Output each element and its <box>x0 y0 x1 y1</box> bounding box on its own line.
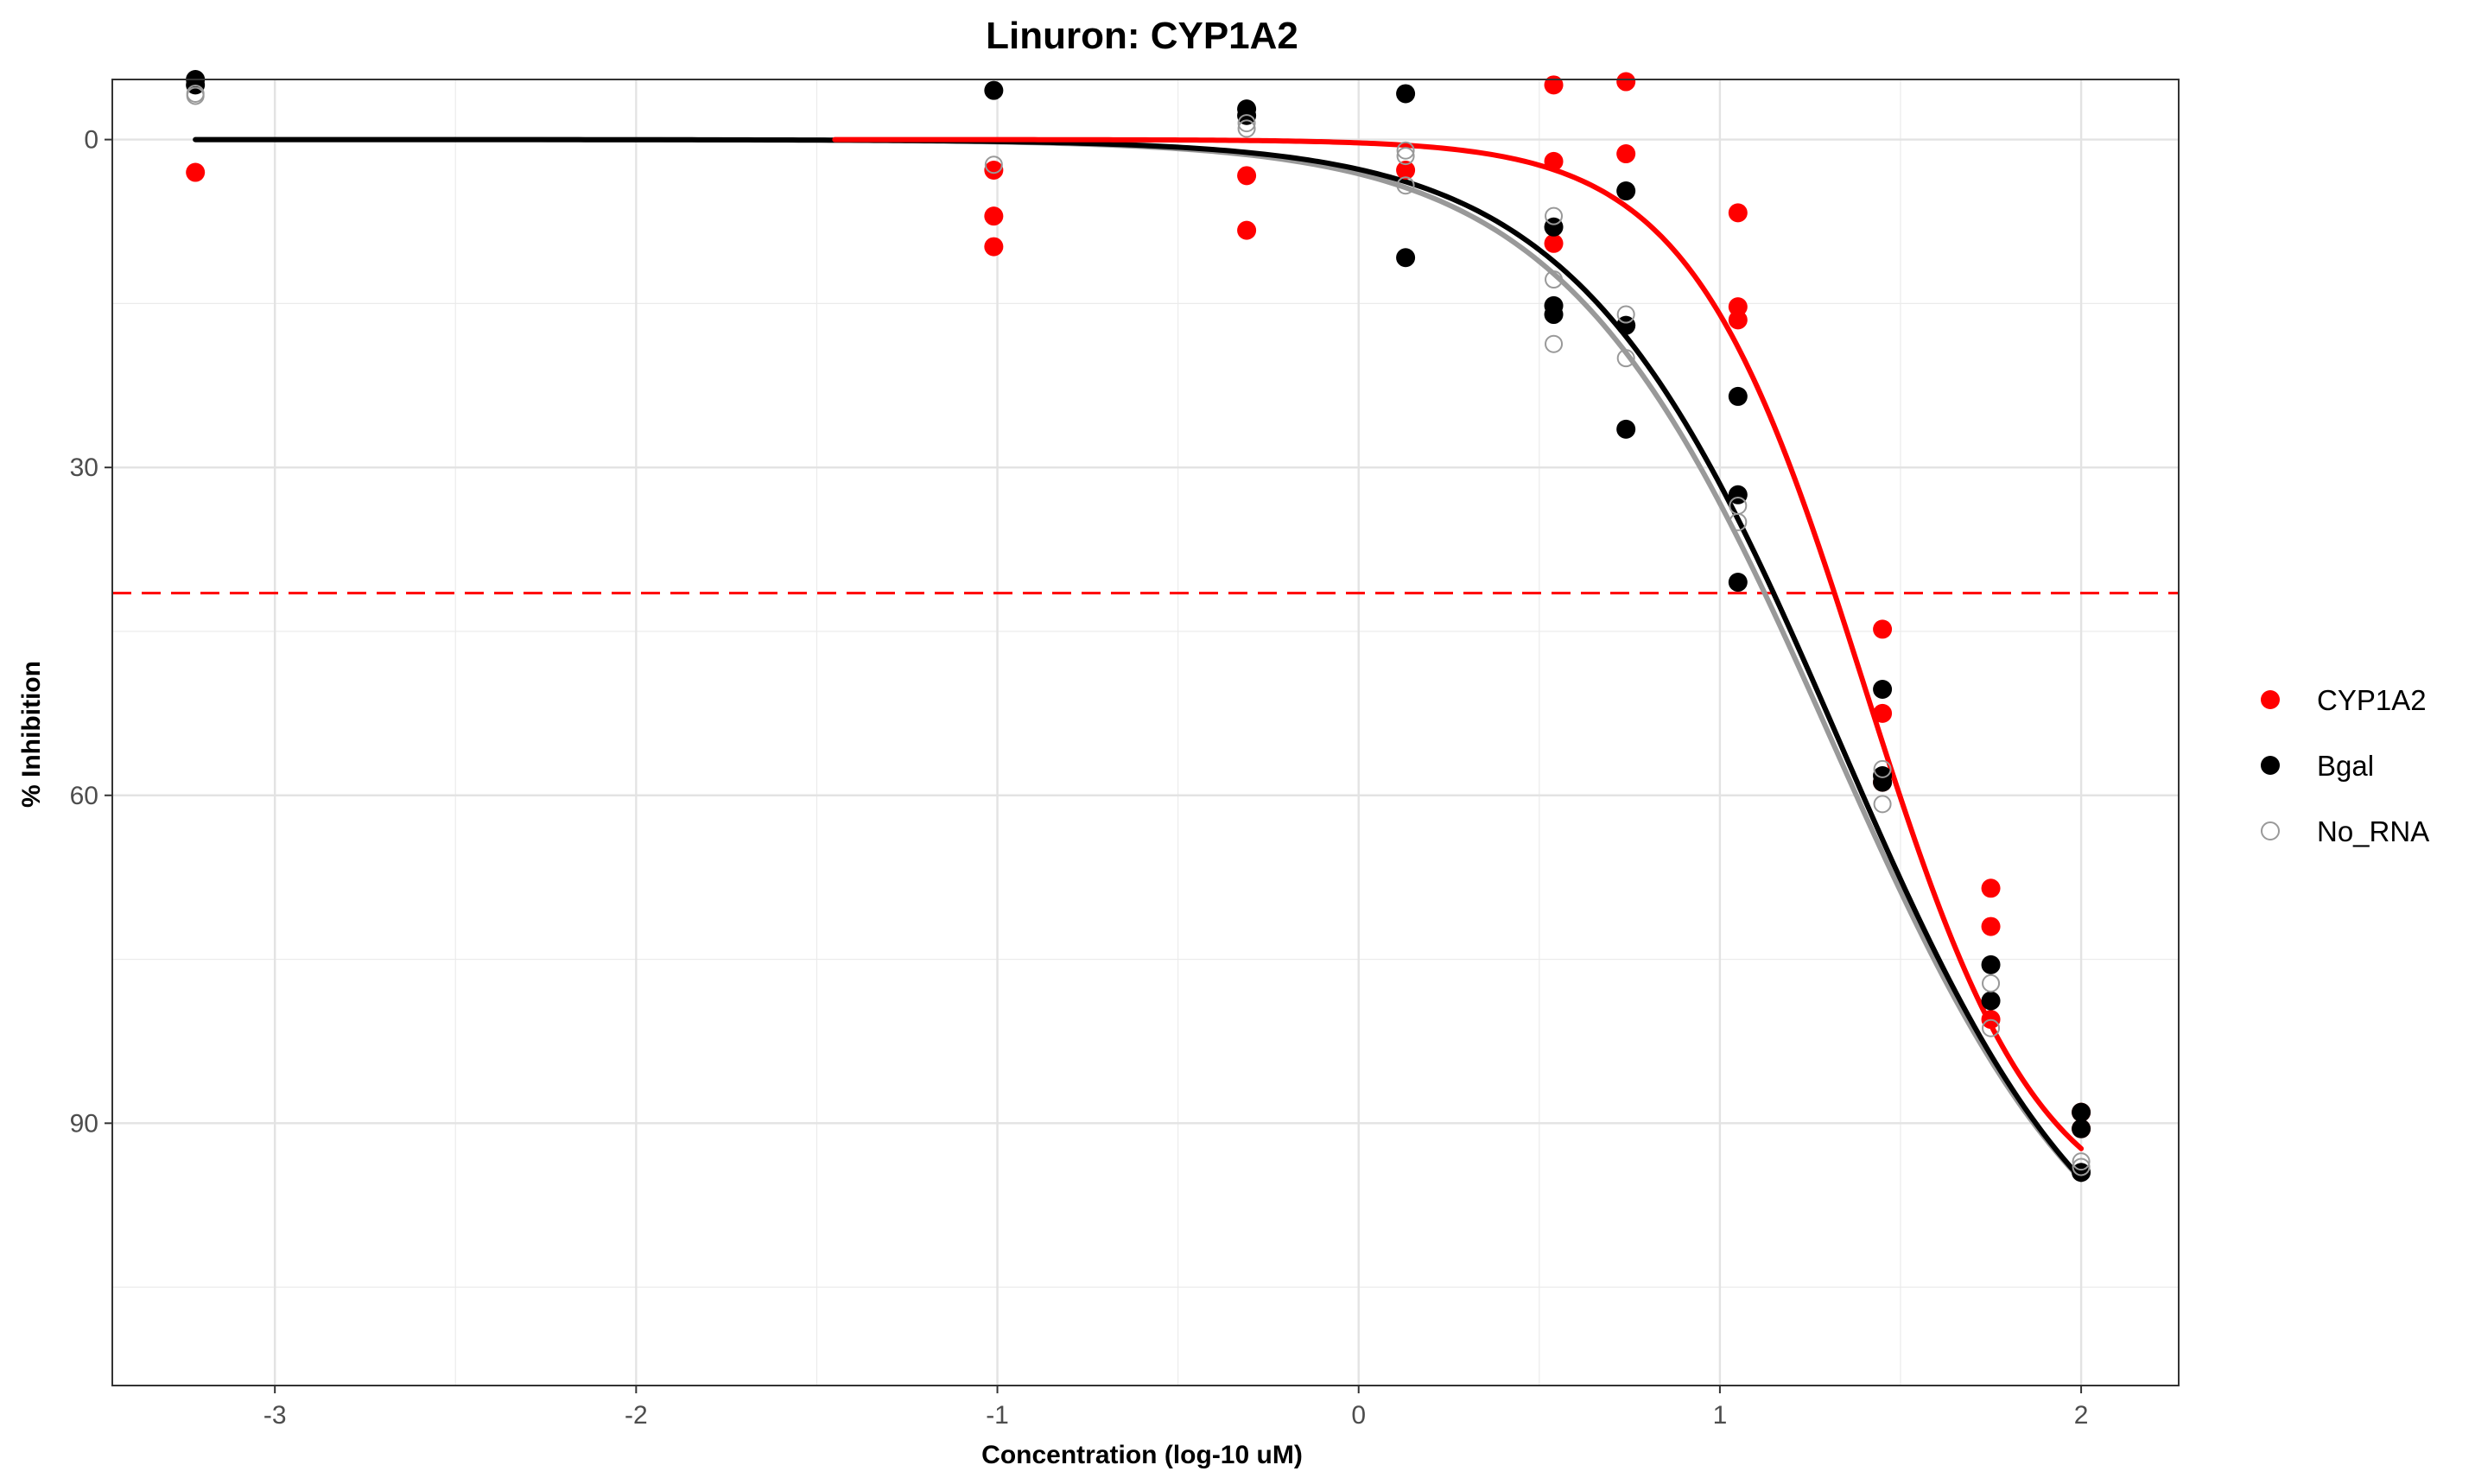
y-axis: 0 30 60 90 <box>70 126 112 1138</box>
legend-label: CYP1A2 <box>2317 684 2427 716</box>
data-point <box>186 86 205 105</box>
y-tick-label: 30 <box>70 453 98 482</box>
legend-key <box>2261 756 2280 775</box>
data-point <box>2072 1102 2091 1122</box>
x-tick-label: -3 <box>263 1401 287 1430</box>
data-point <box>1237 166 1257 186</box>
legend-item-cyp1a2: CYP1A2 <box>2261 684 2427 716</box>
data-point <box>1237 220 1257 240</box>
data-point <box>1873 703 1893 723</box>
chart-title: Linuron: CYP1A2 <box>986 15 1298 57</box>
data-point <box>1981 991 2001 1011</box>
data-point <box>984 80 1004 100</box>
data-point <box>1873 772 1893 792</box>
data-point <box>984 161 1004 181</box>
data-point <box>1544 151 1564 171</box>
data-point <box>1616 144 1636 164</box>
data-point <box>1544 75 1564 95</box>
x-tick-label: -2 <box>625 1401 648 1430</box>
data-point <box>1616 72 1636 92</box>
data-point <box>984 206 1004 226</box>
legend-label: Bgal <box>2317 750 2374 782</box>
legend-label: No_RNA <box>2317 815 2429 847</box>
fit-curve-bgal <box>193 136 2085 1182</box>
data-point <box>1616 349 1635 368</box>
data-point <box>1544 305 1564 325</box>
data-point <box>2072 1119 2091 1138</box>
grid-lines <box>112 79 2179 1386</box>
data-point <box>1981 916 2001 936</box>
x-axis-title: Concentration (log-10 uM) <box>981 1441 1303 1469</box>
data-point <box>1396 161 1416 181</box>
data-point <box>1981 878 2001 898</box>
data-point <box>1396 176 1415 195</box>
points-bgal <box>186 70 2091 1183</box>
data-point <box>2072 1152 2091 1171</box>
y-tick-label: 60 <box>70 782 98 810</box>
data-point <box>2072 1157 2091 1176</box>
data-point <box>1237 114 1256 133</box>
x-axis: -3 -2 -1 0 1 2 <box>263 1386 2089 1430</box>
data-point <box>1728 310 1748 330</box>
x-tick-label: 1 <box>1713 1401 1728 1430</box>
data-point <box>1616 419 1636 439</box>
legend-key <box>2261 690 2280 709</box>
data-point <box>984 155 1003 174</box>
legend-item-no-rna: No_RNA <box>2261 815 2429 847</box>
data-point <box>1873 619 1893 639</box>
legend-key <box>2261 821 2280 840</box>
data-point <box>1237 119 1256 138</box>
data-point <box>1728 203 1748 223</box>
data-point <box>1982 1018 2001 1037</box>
data-point <box>1729 512 1748 531</box>
legend: CYP1A2 Bgal No_RNA <box>2261 684 2429 847</box>
y-tick-label: 90 <box>70 1109 98 1138</box>
data-point <box>1873 680 1893 700</box>
data-points <box>186 70 2091 1183</box>
y-tick-label: 0 <box>84 126 98 155</box>
data-point <box>1616 305 1635 324</box>
data-point <box>1982 973 2001 993</box>
data-point <box>1728 297 1748 317</box>
points-no-rna <box>186 84 2091 1176</box>
data-point <box>186 162 206 182</box>
data-point <box>1616 181 1636 201</box>
data-point <box>984 237 1004 257</box>
x-tick-label: 2 <box>2074 1401 2089 1430</box>
data-point <box>1396 248 1416 268</box>
data-point <box>1545 270 1564 289</box>
x-tick-label: 0 <box>1351 1401 1366 1430</box>
data-point <box>1545 334 1564 353</box>
x-tick-label: -1 <box>986 1401 1009 1430</box>
plot-panel <box>111 70 2180 1386</box>
data-point <box>1396 84 1416 104</box>
data-point <box>1981 954 2001 974</box>
data-point <box>1728 386 1748 406</box>
data-point <box>1728 573 1748 593</box>
data-point <box>1396 141 1415 160</box>
data-point <box>1545 206 1564 225</box>
data-point <box>1396 147 1415 166</box>
data-point <box>1873 795 1892 814</box>
plot-panel-border <box>111 79 2180 1386</box>
y-axis-title: % Inhibition <box>17 661 46 808</box>
data-point <box>1544 233 1564 253</box>
legend-item-bgal: Bgal <box>2261 750 2374 782</box>
data-point <box>1873 759 1892 778</box>
